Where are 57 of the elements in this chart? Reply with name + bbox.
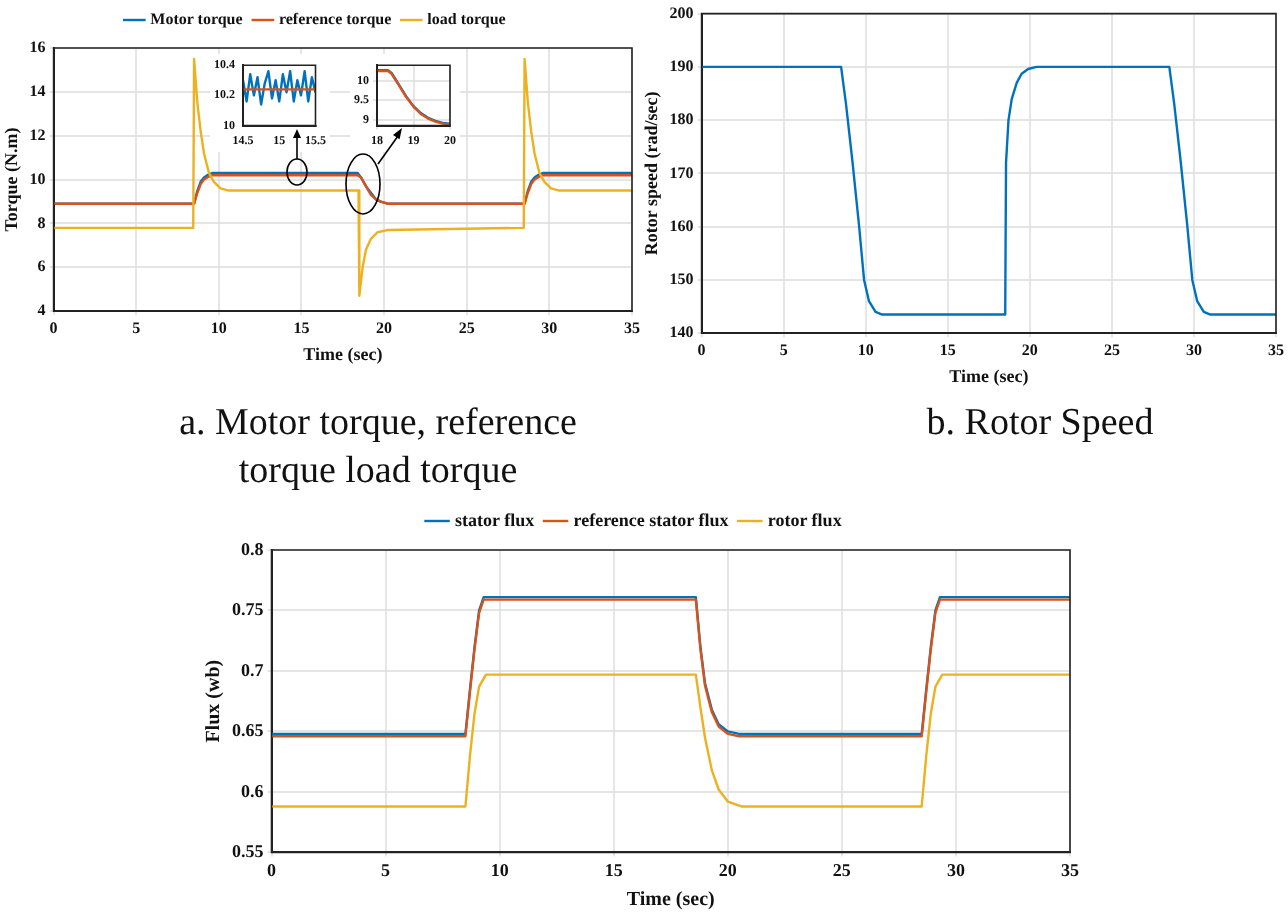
legend-label: reference stator flux [573,509,730,530]
x-tick-label: 0 [49,318,58,337]
x-tick-label: 5 [132,318,141,337]
x-tick-label: 35 [1268,340,1284,359]
x-tick-label: 35 [1061,859,1080,880]
x-tick-label: 25 [832,859,852,880]
y-tick-label: 4 [37,301,46,320]
y-tick-label: 160 [669,216,694,235]
x-tick-label: 25 [458,318,475,337]
legend-label: reference torque [278,10,393,29]
x-tick-label: 20 [376,318,393,337]
text: a. Motor torque, reference torque load torque [177,400,579,496]
x-axis-title: Time (sec) [626,889,715,912]
x-tick-label: 5 [779,340,788,359]
y-tick-label: 0.75 [232,599,265,620]
legend-label: stator flux [455,509,536,530]
y-tick-label: 0.6 [241,780,265,801]
legend-label: rotor flux [767,509,843,530]
x-tick-label: 15 [293,318,310,337]
y-tick-label: 0.55 [232,841,265,862]
y-tick-label: 190 [669,56,694,75]
x-tick-label: 10 [490,859,510,880]
y-tick-label: 170 [669,163,694,182]
x-tick-label: 15 [604,859,624,880]
y-tick-label: 150 [669,270,694,289]
x-tick-label: 15 [939,340,956,359]
legend-label: Motor torque [150,10,244,29]
x-tick-label: 20 [718,859,738,880]
y-axis-title: Rotor speed (rad/sec) [641,91,662,256]
y-tick-label: 0.65 [232,720,265,741]
y-tick-label: 12 [29,125,46,144]
x-tick-label: 10 [857,340,874,359]
y-tick-label: 0.8 [241,538,265,559]
y-tick-label: 0.7 [241,659,265,680]
y-tick-label: 180 [669,110,694,129]
y-tick-label: 14 [29,81,46,100]
x-tick-label: 30 [541,318,558,337]
x-axis-title: Time (sec) [949,365,1029,386]
x-tick-label: 30 [946,859,966,880]
y-axis-title: Torque (N.m) [1,127,22,232]
x-tick-label: 0 [697,340,706,359]
y-tick-label: 200 [669,3,694,22]
y-tick-label: 10 [29,169,46,188]
x-tick-label: 0 [267,859,277,880]
x-tick-label: 30 [1185,340,1202,359]
y-tick-label: 140 [669,323,694,342]
y-axis-title: Flux (wb) [203,659,226,743]
y-tick-label: 8 [37,213,46,232]
x-tick-label: 20 [1021,340,1038,359]
x-axis-title: Time (sec) [303,343,383,364]
x-tick-label: 25 [1103,340,1120,359]
y-tick-label: 16 [29,38,46,57]
text: b. Rotor Speed [924,400,1156,448]
y-tick-label: 6 [37,257,46,276]
x-tick-label: 5 [381,859,392,880]
x-tick-label: 35 [624,318,640,337]
legend-label: load torque [427,10,507,29]
